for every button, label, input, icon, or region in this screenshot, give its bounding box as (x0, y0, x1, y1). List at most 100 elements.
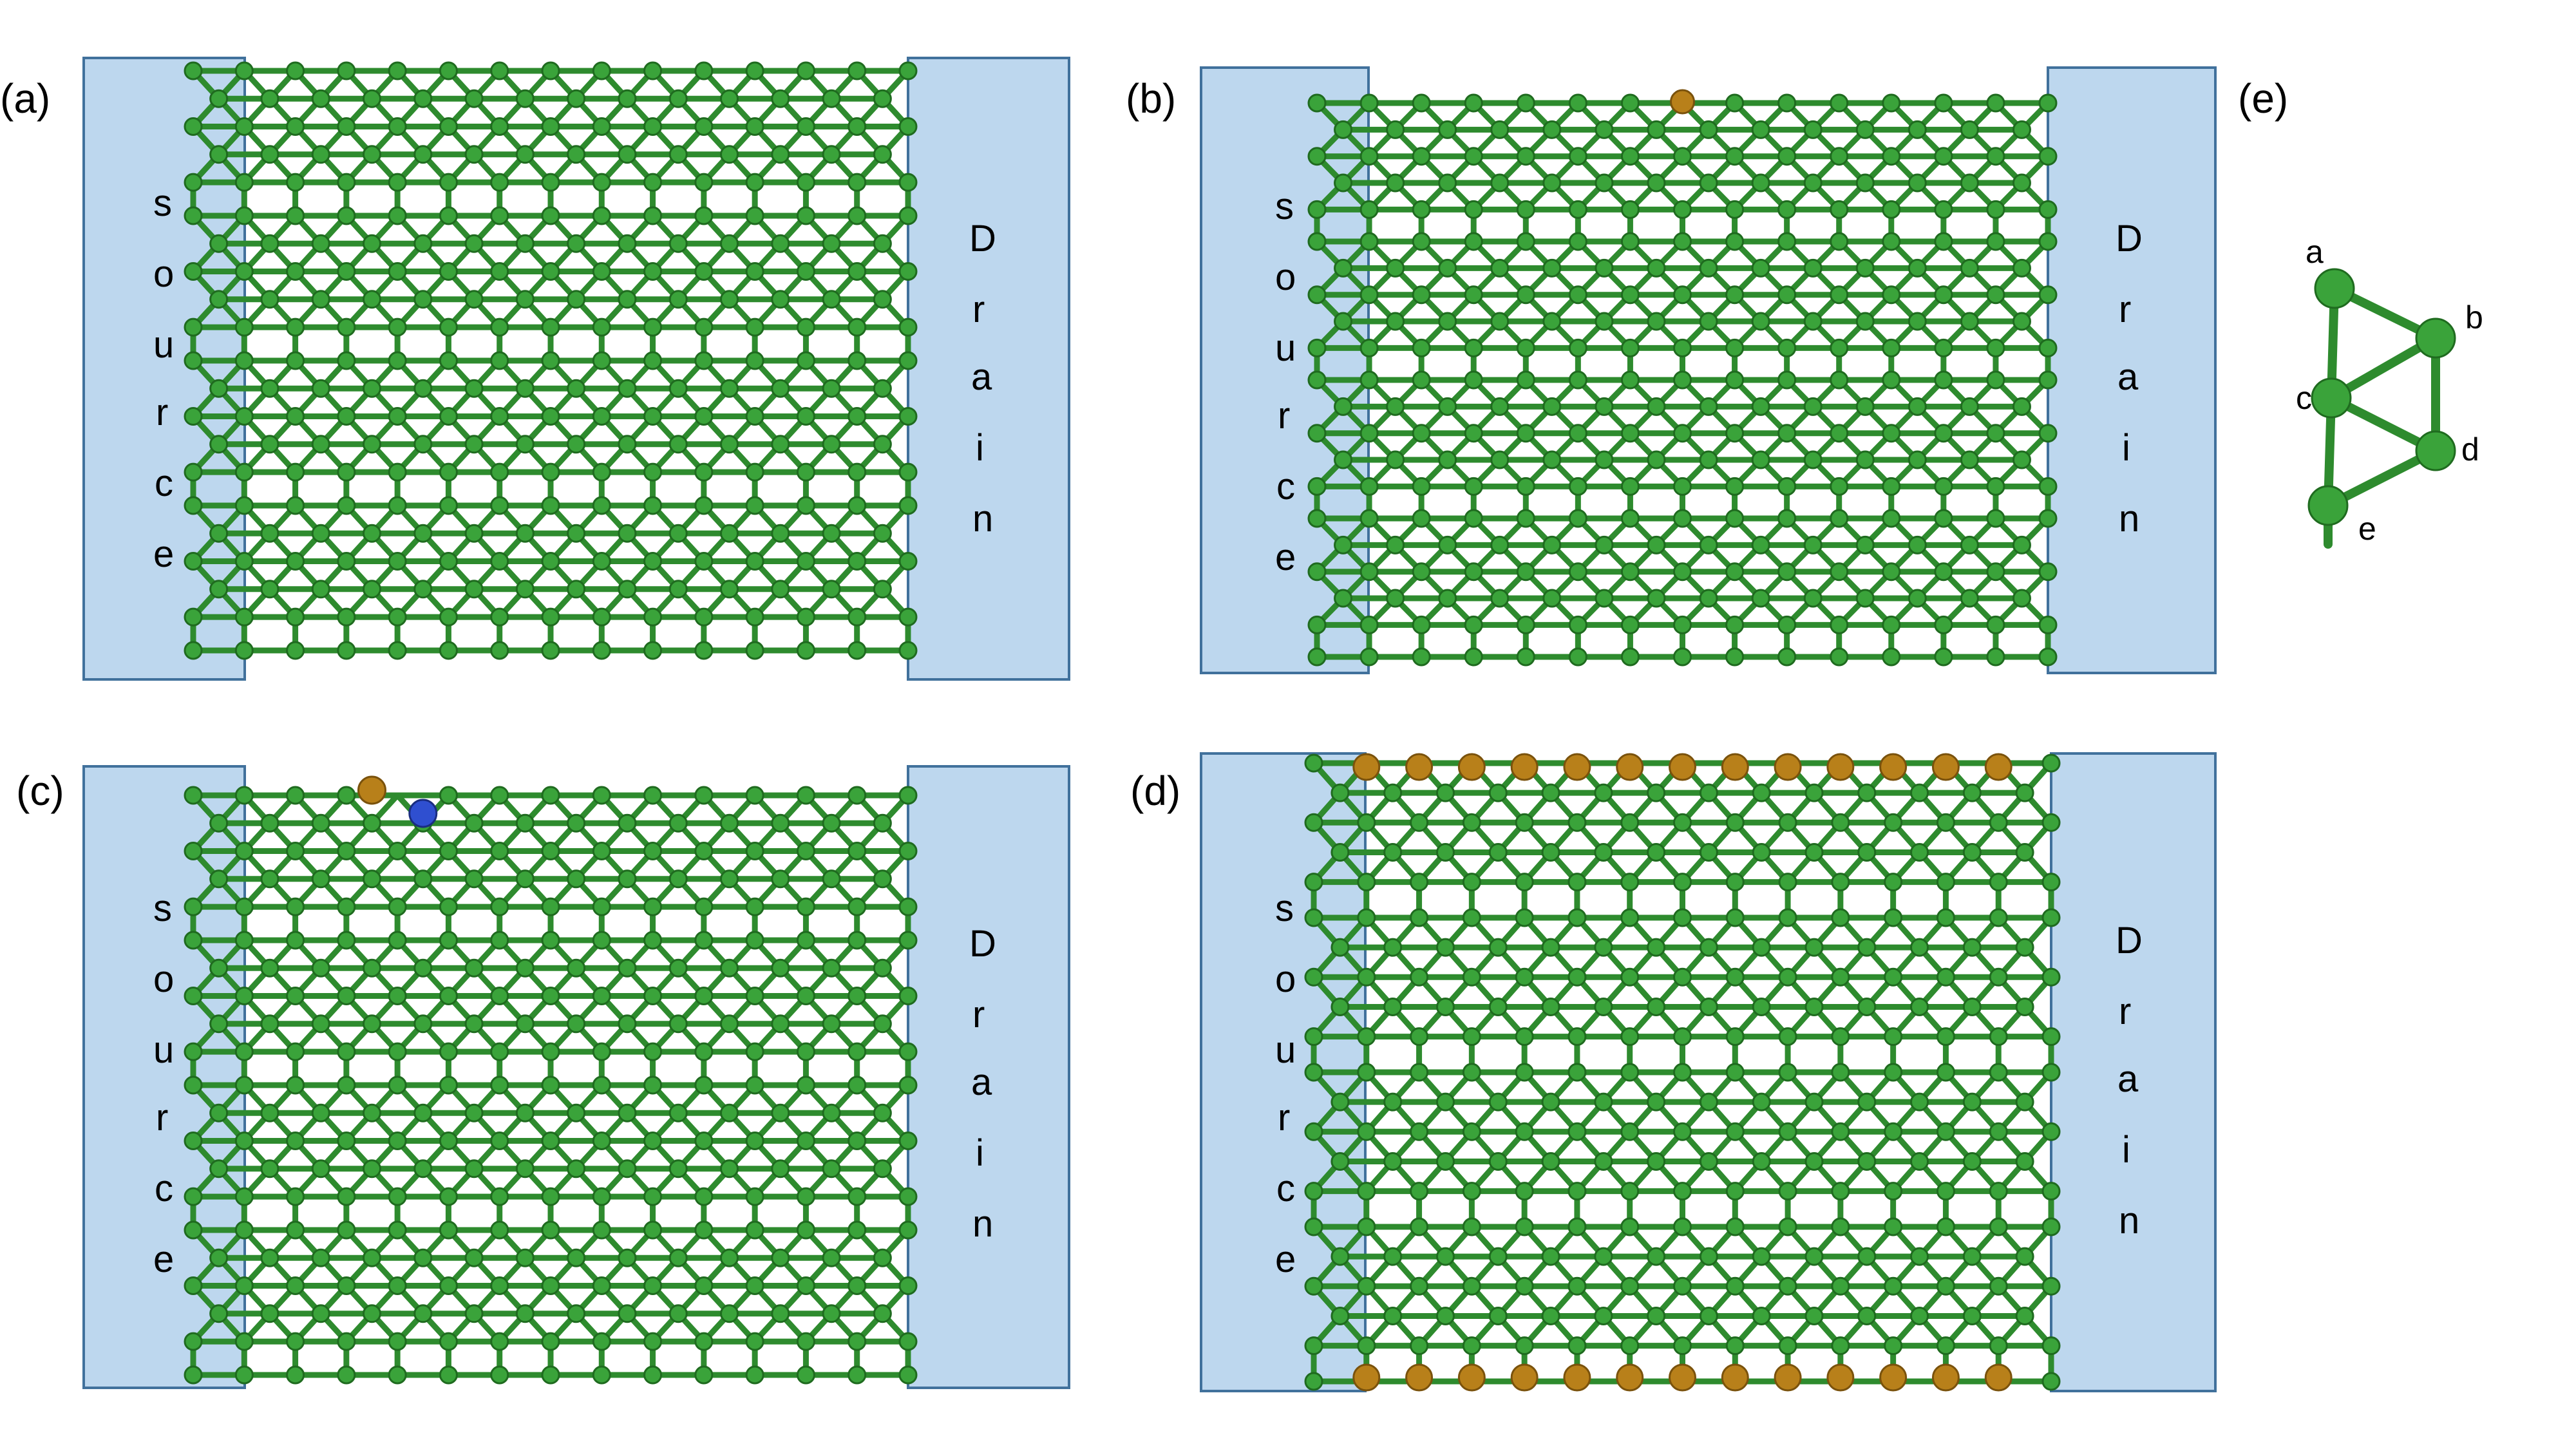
boron-atom (1386, 173, 1405, 193)
boron-atom (1542, 450, 1562, 469)
boron-atom (184, 786, 203, 805)
gold-atom (1616, 753, 1644, 781)
boron-atom (1778, 1217, 1797, 1236)
boron-atom (209, 234, 229, 253)
boron-atom (745, 842, 764, 861)
boron-atom (2038, 370, 2058, 390)
boron-atom (1884, 1276, 1903, 1296)
boron-atom (1934, 93, 1953, 113)
boron-atom (1725, 338, 1745, 357)
boron-atom (541, 1042, 560, 1061)
boron-atom (1882, 147, 1901, 166)
boron-atom (1910, 1151, 1929, 1171)
boron-atom (1777, 147, 1797, 166)
boron-atom (464, 145, 484, 164)
boron-atom (720, 89, 739, 108)
boron-atom (1804, 938, 1824, 957)
boron-atom (745, 61, 764, 80)
boron-atom (363, 1103, 381, 1122)
boron-atom (1595, 312, 1614, 331)
boron-atom (388, 117, 407, 137)
boron-atom (745, 206, 764, 225)
boron-atom (592, 1220, 611, 1240)
boron-atom (771, 869, 790, 889)
boron-atom (618, 1248, 637, 1267)
boron-atom (1567, 967, 1587, 987)
boron-atom (1962, 938, 1982, 957)
boron-atom (1778, 1336, 1797, 1356)
boron-atom (1515, 873, 1534, 892)
boron-atom (1515, 813, 1534, 832)
boron-atom (873, 379, 892, 398)
boron-atom (388, 206, 407, 225)
boron-atom (796, 496, 815, 515)
boron-atom (541, 641, 560, 660)
boron-atom (873, 89, 892, 108)
boron-atom (234, 61, 254, 80)
boron-atom (1620, 813, 1640, 832)
gold-atom (1457, 1363, 1486, 1392)
boron-atom (618, 580, 637, 599)
boron-atom (745, 1332, 764, 1351)
boron-atom (1620, 1276, 1640, 1296)
boron-atom (1986, 562, 2005, 582)
boron-atom (1304, 1027, 1323, 1046)
boron-atom (1960, 589, 1979, 608)
boron-atom (1595, 535, 1614, 554)
boron-atom (337, 1187, 356, 1206)
boron-atom (413, 1248, 433, 1267)
boron-atom (1699, 1092, 1718, 1112)
boron-atom (234, 842, 254, 861)
boron-atom (388, 61, 407, 80)
boron-atom (1934, 200, 1953, 219)
boron-atom (796, 1276, 815, 1296)
drain-letter-D: D (2116, 920, 2143, 961)
atom-label-a: a (2306, 234, 2324, 270)
boron-atom (184, 607, 203, 627)
boron-atom (388, 173, 407, 192)
boron-atom (2015, 842, 2034, 862)
boron-atom (618, 234, 637, 253)
gold-atom (1931, 1363, 1960, 1392)
boron-atom (1516, 232, 1535, 251)
boron-atom (1410, 1182, 1429, 1201)
drain-letter-a: a (2117, 1058, 2139, 1100)
boron-atom (1334, 258, 1353, 278)
boron-atom (643, 317, 663, 337)
boron-atom (1989, 1276, 2008, 1296)
gold-atom (1721, 753, 1749, 781)
boron-atom (1989, 1182, 2008, 1201)
boron-atom (848, 987, 867, 1006)
boron-atom (515, 1014, 535, 1034)
source-letter-o: o (153, 958, 174, 1000)
boron-atom (1830, 509, 1849, 528)
boron-atom (873, 145, 892, 164)
boron-atom (1725, 147, 1745, 166)
boron-atom (1725, 1217, 1745, 1236)
boron-atom (694, 552, 714, 571)
boron-atom (337, 496, 356, 515)
boron-atom (1699, 1306, 1718, 1325)
boron-atom (234, 1365, 254, 1385)
boron-atom (337, 262, 356, 281)
boron-atom (464, 234, 484, 253)
boron-atom (337, 987, 356, 1006)
boron-atom (337, 351, 356, 370)
source-letter-o: o (153, 253, 174, 295)
source-letter-r: r (156, 392, 168, 433)
boron-atom (363, 145, 381, 164)
boron-atom (515, 1304, 535, 1323)
boron-atom (694, 206, 714, 225)
boron-atom (184, 1132, 203, 1151)
boron-atom (720, 524, 739, 543)
boron-atom (745, 786, 764, 805)
boron-atom (1359, 509, 1379, 528)
boron-atom (1986, 424, 2005, 443)
boron-atom (668, 1159, 688, 1179)
boron-atom (1725, 477, 1745, 496)
boron-atom (567, 290, 586, 309)
boron-atom (745, 462, 764, 482)
boron-atom (1516, 647, 1535, 667)
atoms (184, 61, 918, 660)
boron-atom (286, 117, 305, 137)
